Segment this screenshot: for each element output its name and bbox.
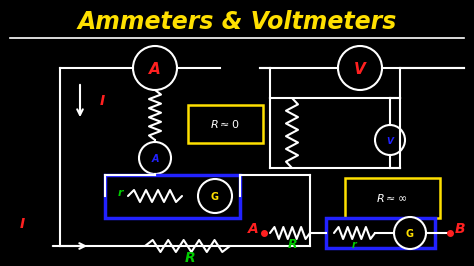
Text: A: A [149, 61, 161, 77]
Text: V: V [354, 61, 366, 77]
Text: V: V [386, 136, 393, 146]
Text: A: A [248, 222, 259, 236]
Text: $R \approx \infty$: $R \approx \infty$ [376, 192, 408, 204]
Circle shape [133, 46, 177, 90]
Text: I: I [100, 94, 105, 108]
Text: r: r [118, 188, 124, 198]
Bar [188, 105, 263, 143]
Bar [105, 175, 240, 218]
Circle shape [198, 179, 232, 213]
Circle shape [394, 217, 426, 249]
Circle shape [338, 46, 382, 90]
Text: R: R [288, 238, 298, 251]
Text: A: A [151, 154, 159, 164]
Text: G: G [211, 192, 219, 202]
Text: Ammeters & Voltmeters: Ammeters & Voltmeters [77, 10, 397, 34]
Circle shape [139, 142, 171, 174]
Bar [345, 178, 440, 218]
Circle shape [375, 125, 405, 155]
Text: R: R [185, 251, 196, 265]
Text: G: G [406, 229, 414, 239]
Text: r: r [352, 240, 357, 250]
Text: $R \approx 0$: $R \approx 0$ [210, 118, 240, 130]
Bar [326, 218, 435, 248]
Text: B: B [455, 222, 465, 236]
Text: I: I [20, 217, 25, 231]
